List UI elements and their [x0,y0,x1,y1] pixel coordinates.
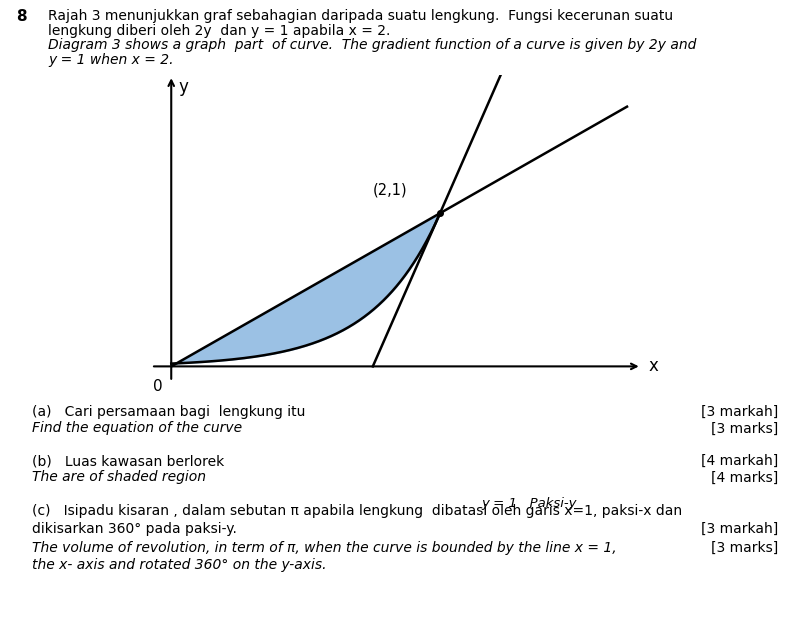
Text: Diagram 3 shows a graph  part  of curve.  The gradient function of a curve is gi: Diagram 3 shows a graph part of curve. T… [48,38,696,52]
Text: [3 markah]: [3 markah] [701,405,778,419]
Text: (2,1): (2,1) [373,183,407,198]
Text: dikisarkan 360° pada paksi-y.: dikisarkan 360° pada paksi-y. [32,522,237,536]
Text: (b)   Luas kawasan berlorek: (b) Luas kawasan berlorek [32,454,225,468]
Text: lengkung diberi oleh 2y  dan y = 1 apabila x = 2.: lengkung diberi oleh 2y dan y = 1 apabil… [48,24,391,38]
Text: The are of shaded region: The are of shaded region [32,470,206,484]
Text: 0: 0 [153,379,163,394]
Text: 8: 8 [16,9,26,24]
Text: [3 marks]: [3 marks] [711,421,778,435]
Text: x: x [648,357,658,376]
Text: [4 markah]: [4 markah] [701,454,778,468]
Text: y = 1   Paksi-y: y = 1 Paksi-y [481,497,577,510]
Text: the x- axis and rotated 360° on the y-axis.: the x- axis and rotated 360° on the y-ax… [32,558,326,572]
Text: Find the equation of the curve: Find the equation of the curve [32,421,242,435]
Text: y = 1 when x = 2.: y = 1 when x = 2. [48,53,173,67]
Text: [4 marks]: [4 marks] [711,470,778,484]
Text: Rajah 3 menunjukkan graf sebahagian daripada suatu lengkung.  Fungsi kecerunan s: Rajah 3 menunjukkan graf sebahagian dari… [48,9,673,23]
Text: (a)   Cari persamaan bagi  lengkung itu: (a) Cari persamaan bagi lengkung itu [32,405,306,419]
Text: [3 marks]: [3 marks] [711,541,778,555]
Text: The volume of revolution, in term of π, when the curve is bounded by the line x : The volume of revolution, in term of π, … [32,541,617,555]
Text: y: y [178,78,188,97]
Text: (c)   Isipadu kisaran , dalam sebutan π apabila lengkung  dibatasi oleh garis x=: (c) Isipadu kisaran , dalam sebutan π ap… [32,504,683,518]
Text: [3 markah]: [3 markah] [701,522,778,536]
